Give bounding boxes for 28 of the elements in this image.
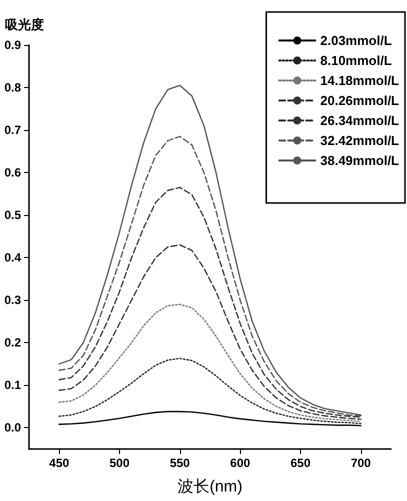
y-axis-title: 吸光度: [5, 17, 44, 32]
y-tick-label: 0.4: [4, 250, 22, 265]
y-tick-label: 0.1: [4, 378, 22, 392]
legend-label: 38.49mmol/L: [320, 153, 400, 168]
legend-label: 8.10mmol/L: [320, 53, 392, 68]
legend-label: 32.42mmol/L: [320, 133, 400, 148]
x-tick-label: 550: [170, 456, 190, 470]
x-tick-label: 650: [290, 456, 311, 470]
x-axis-title: 波长(nm): [178, 478, 242, 496]
line-series: [58, 358, 362, 424]
y-tick-label: 0.3: [4, 293, 22, 308]
x-tick-label: 500: [109, 456, 130, 470]
x-tick-label: 600: [230, 456, 250, 470]
legend-label: 20.26mmol/L: [320, 93, 400, 108]
y-tick-label: 0.2: [4, 336, 22, 350]
y-tick-label: 0.7: [4, 123, 22, 138]
y-tick-label: 0.6: [4, 166, 22, 180]
legend-label: 2.03mmol/L: [320, 33, 392, 48]
line-series: [58, 304, 362, 422]
y-tick-label: 0.8: [4, 80, 22, 95]
legend-label: 14.18mmol/L: [320, 73, 400, 88]
legend-label: 26.34mmol/L: [320, 113, 400, 128]
y-tick-label: 0.5: [4, 208, 22, 222]
y-tick-label: 0.9: [4, 38, 22, 52]
x-tick-label: 700: [350, 456, 372, 470]
x-tick-label: 450: [49, 456, 70, 470]
line-series: [58, 410, 362, 426]
y-tick-label: 0.0: [4, 420, 22, 435]
